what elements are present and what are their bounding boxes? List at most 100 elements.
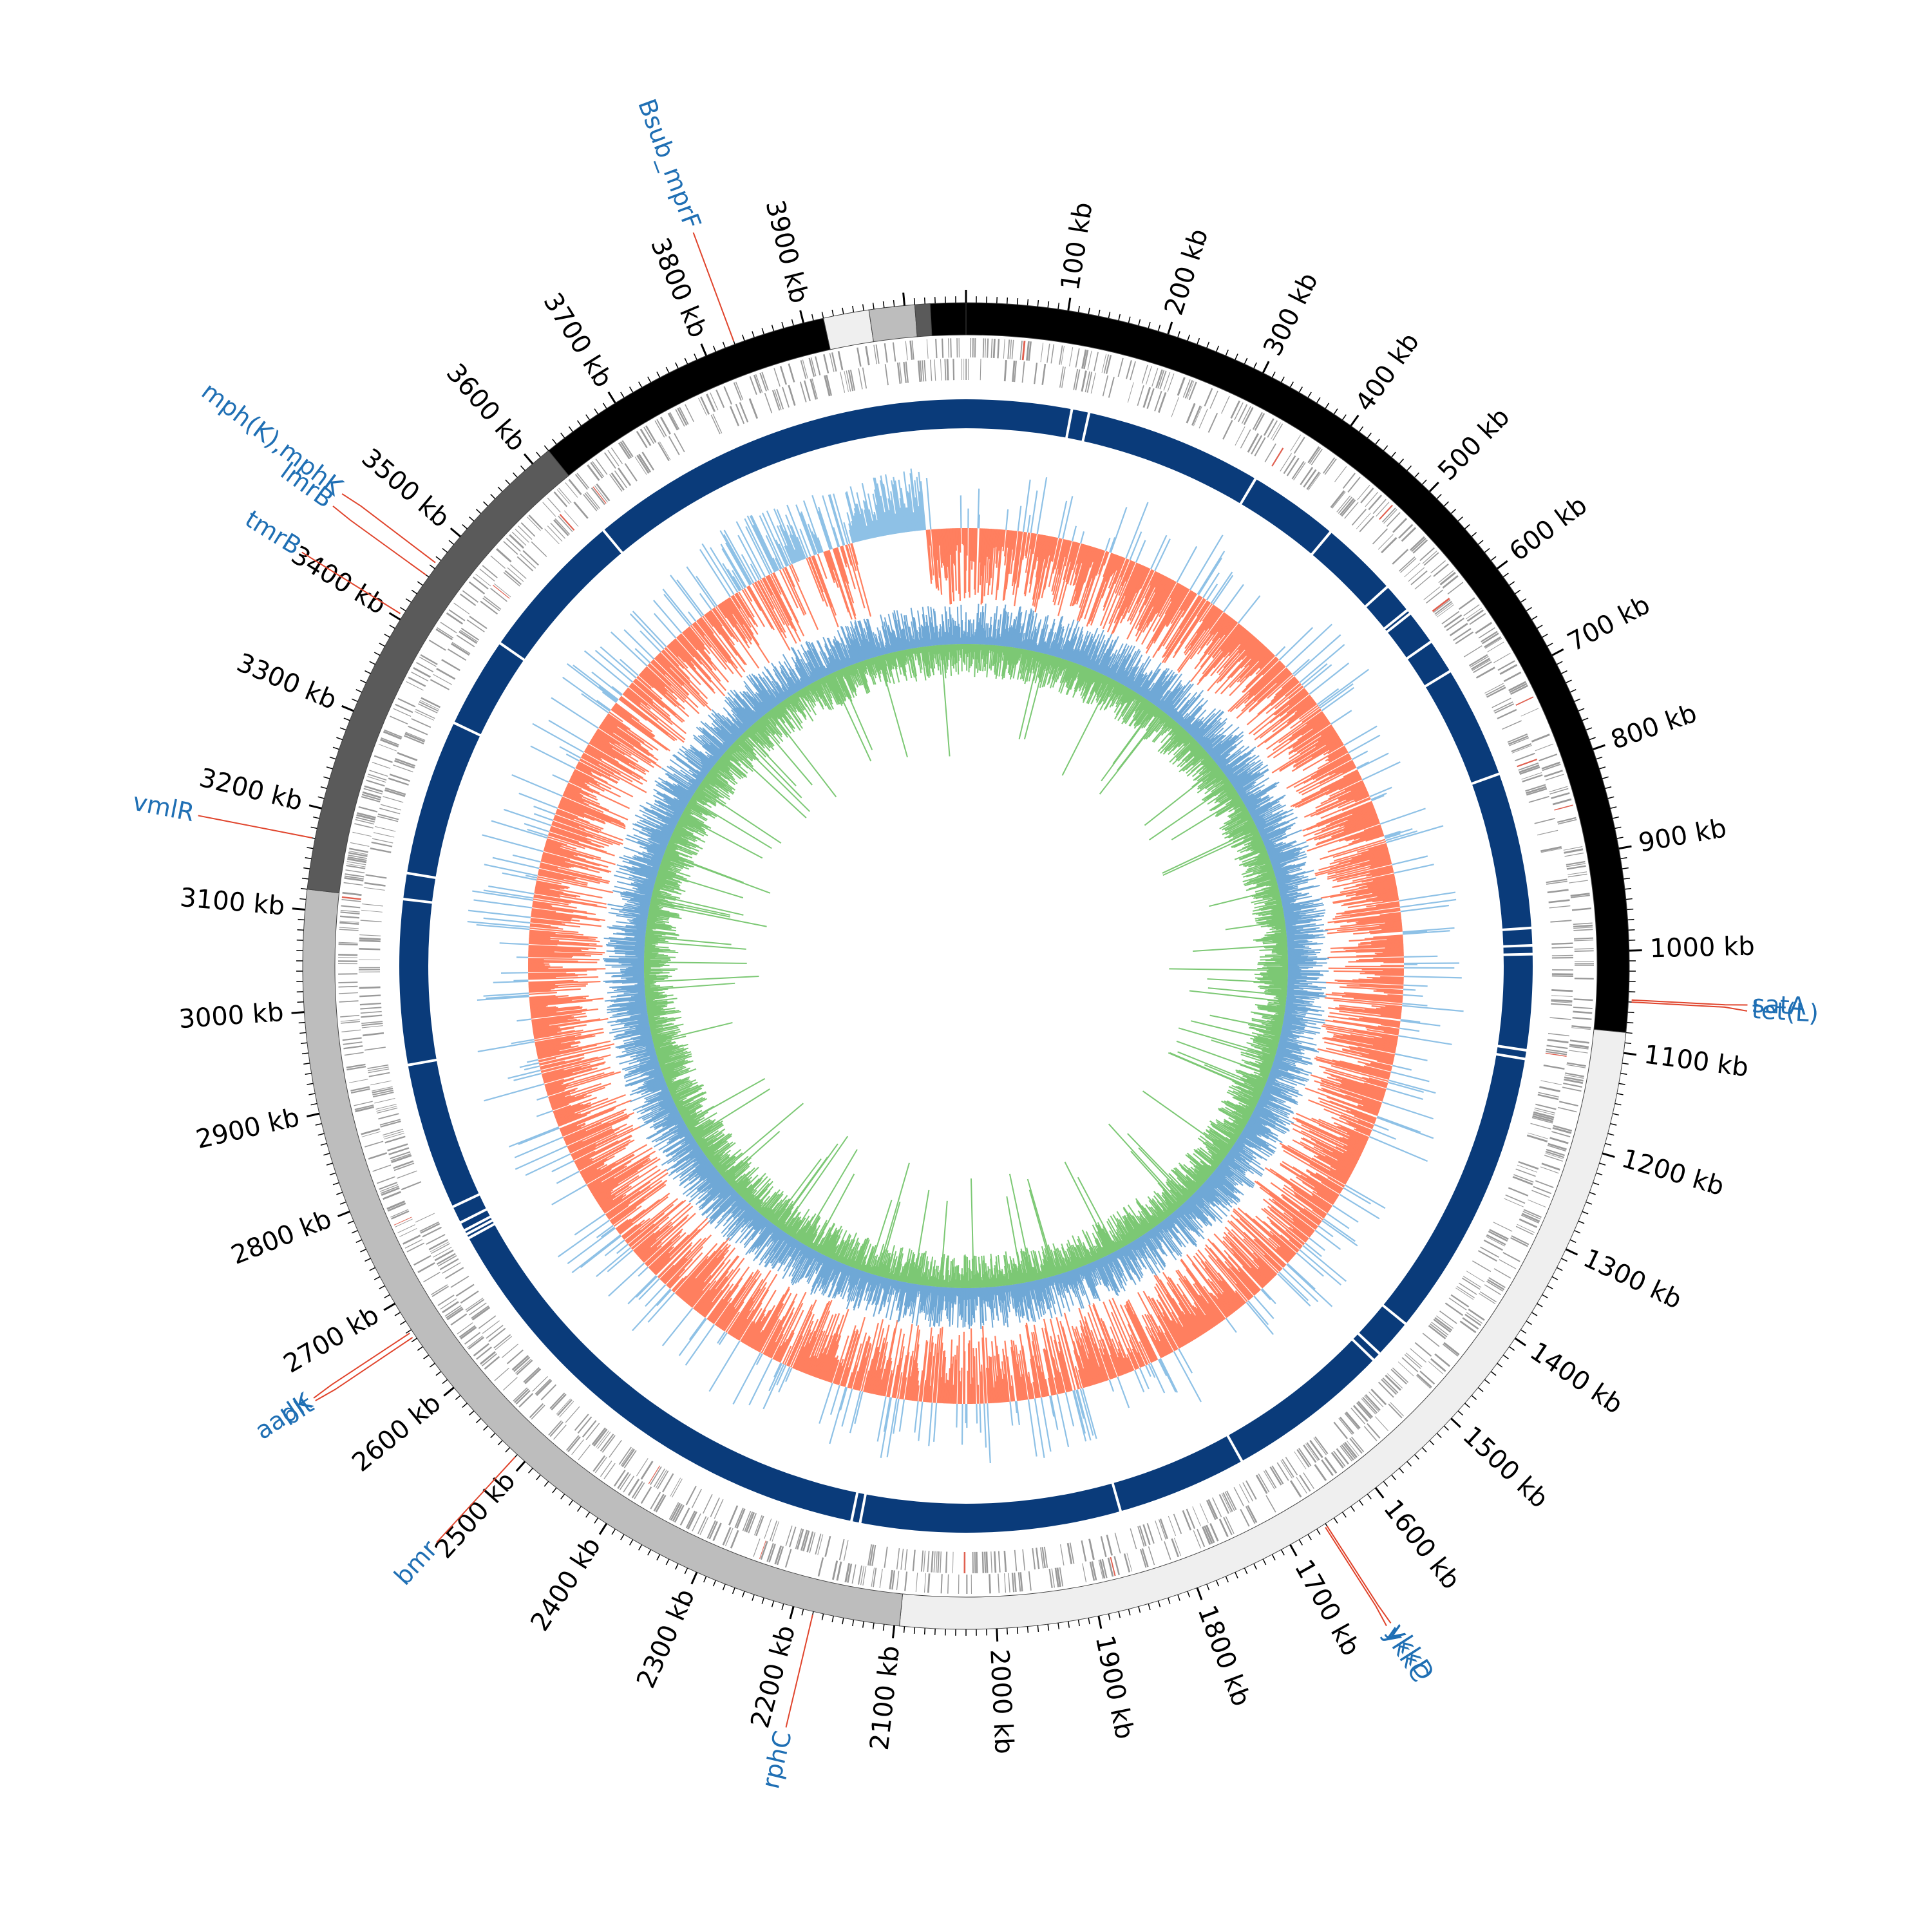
gc-content-mark [692,623,712,648]
gene-feature [1059,366,1064,388]
minor-tick [1088,307,1090,314]
gc-content-mark [1056,1317,1076,1390]
gc-content-mark [1328,782,1365,800]
minor-tick [1593,1182,1600,1186]
gc-content-mark [1112,565,1144,634]
gc-content-mark [547,836,585,849]
gc-content-mark [1335,1007,1401,1016]
gc-content-mark [538,1057,556,1063]
gc-content-mark [1283,1212,1312,1235]
gc-content-mark [529,935,551,938]
gc-content-mark [1110,1345,1122,1376]
gc-content-mark [590,1155,650,1192]
gc-content-mark [1139,1341,1151,1364]
gc-content-mark [541,859,572,868]
gene-feature [341,905,361,909]
gc-content-mark [1403,976,1462,979]
gene-feature [339,1000,359,1003]
gene-feature [1351,509,1367,526]
gc-content-mark [1058,540,1068,575]
gene-feature [966,1574,968,1594]
gene-feature [348,848,368,853]
gc-content-mark [1358,978,1404,982]
gene-feature [390,715,408,724]
gc-content-mark [1077,1370,1084,1388]
major-tick [1618,845,1632,850]
gene-feature [1519,766,1540,775]
gc-content-mark [566,785,598,801]
gene-feature [1344,1441,1358,1458]
gene-feature [390,1209,409,1218]
gc-content-mark [1130,1352,1139,1369]
gc-content-mark [547,834,615,857]
gc-content-mark [1076,549,1101,621]
gc-content-mark [1211,623,1240,658]
minor-tick [308,1093,316,1095]
gc-content-mark [1224,1260,1256,1296]
gene-feature [773,368,781,387]
minor-tick [602,402,607,409]
gc-content-mark [1261,1288,1276,1305]
gene-feature [446,1308,464,1321]
gc-content-mark [734,1287,766,1338]
gene-feature [657,1470,669,1490]
gc-content-mark [1099,1348,1112,1380]
gene-feature [1398,524,1414,539]
gc-content-mark [574,770,612,790]
gc-content-mark [589,742,616,759]
gene-feature [482,1320,500,1334]
gene-feature [1300,466,1314,486]
gene-feature [1551,989,1573,992]
gene-feature [592,486,607,504]
gc-content-mark [808,1355,817,1376]
gc-content-mark [1349,908,1401,917]
minor-tick [1586,727,1593,731]
gene-feature [531,1405,545,1420]
major-tick [308,804,322,810]
gene-feature [338,992,358,994]
gc-content-mark [1135,567,1149,594]
gc-content-mark [1293,634,1341,677]
gene-feature [1508,1187,1529,1197]
gc-content-mark [632,681,665,708]
gc-content-mark [1045,1349,1056,1395]
gc-content-mark [655,1220,711,1276]
gc-content-mark [1316,800,1372,825]
gene-feature [917,360,922,382]
minor-tick [1225,349,1229,356]
gc-content-mark [1227,1267,1254,1298]
gc-content-mark [1271,1206,1311,1238]
gene-feature [1507,734,1528,743]
gc-content-mark [565,1117,629,1146]
minor-tick [369,661,375,665]
gc-content-mark [977,488,980,529]
gc-content-mark [528,974,587,977]
gc-content-mark [1317,1048,1393,1068]
gc-content-mark [1336,904,1400,915]
gc-content-mark [1256,1180,1318,1227]
gc-content-mark [727,1278,764,1334]
gc-content-mark [1217,1272,1245,1305]
gc-content-mark [647,665,700,714]
gc-content-mark [918,1401,923,1441]
gc-content-mark [1285,1229,1305,1245]
gc-content-mark [1336,868,1394,882]
gc-content-mark [1231,1266,1256,1295]
gene-feature [1472,1260,1492,1273]
gc-content-mark [1353,929,1403,935]
tick-label: 900 kb [1636,813,1729,858]
gc-content-mark [1253,691,1308,735]
gc-content-mark [668,1276,680,1289]
gene-feature [1422,550,1437,564]
gene-feature [1534,1109,1555,1115]
gc-content-mark [1256,671,1291,703]
gc-content-mark [723,600,734,615]
minor-tick [1490,556,1497,561]
gc-content-mark [676,579,705,616]
gc-content-mark [533,1027,574,1035]
tick-label: 600 kb [1504,490,1593,567]
gc-content-mark [1293,755,1351,788]
gene-feature [1443,614,1463,629]
gc-content-mark [807,1331,826,1375]
gene-feature [1056,1567,1061,1587]
